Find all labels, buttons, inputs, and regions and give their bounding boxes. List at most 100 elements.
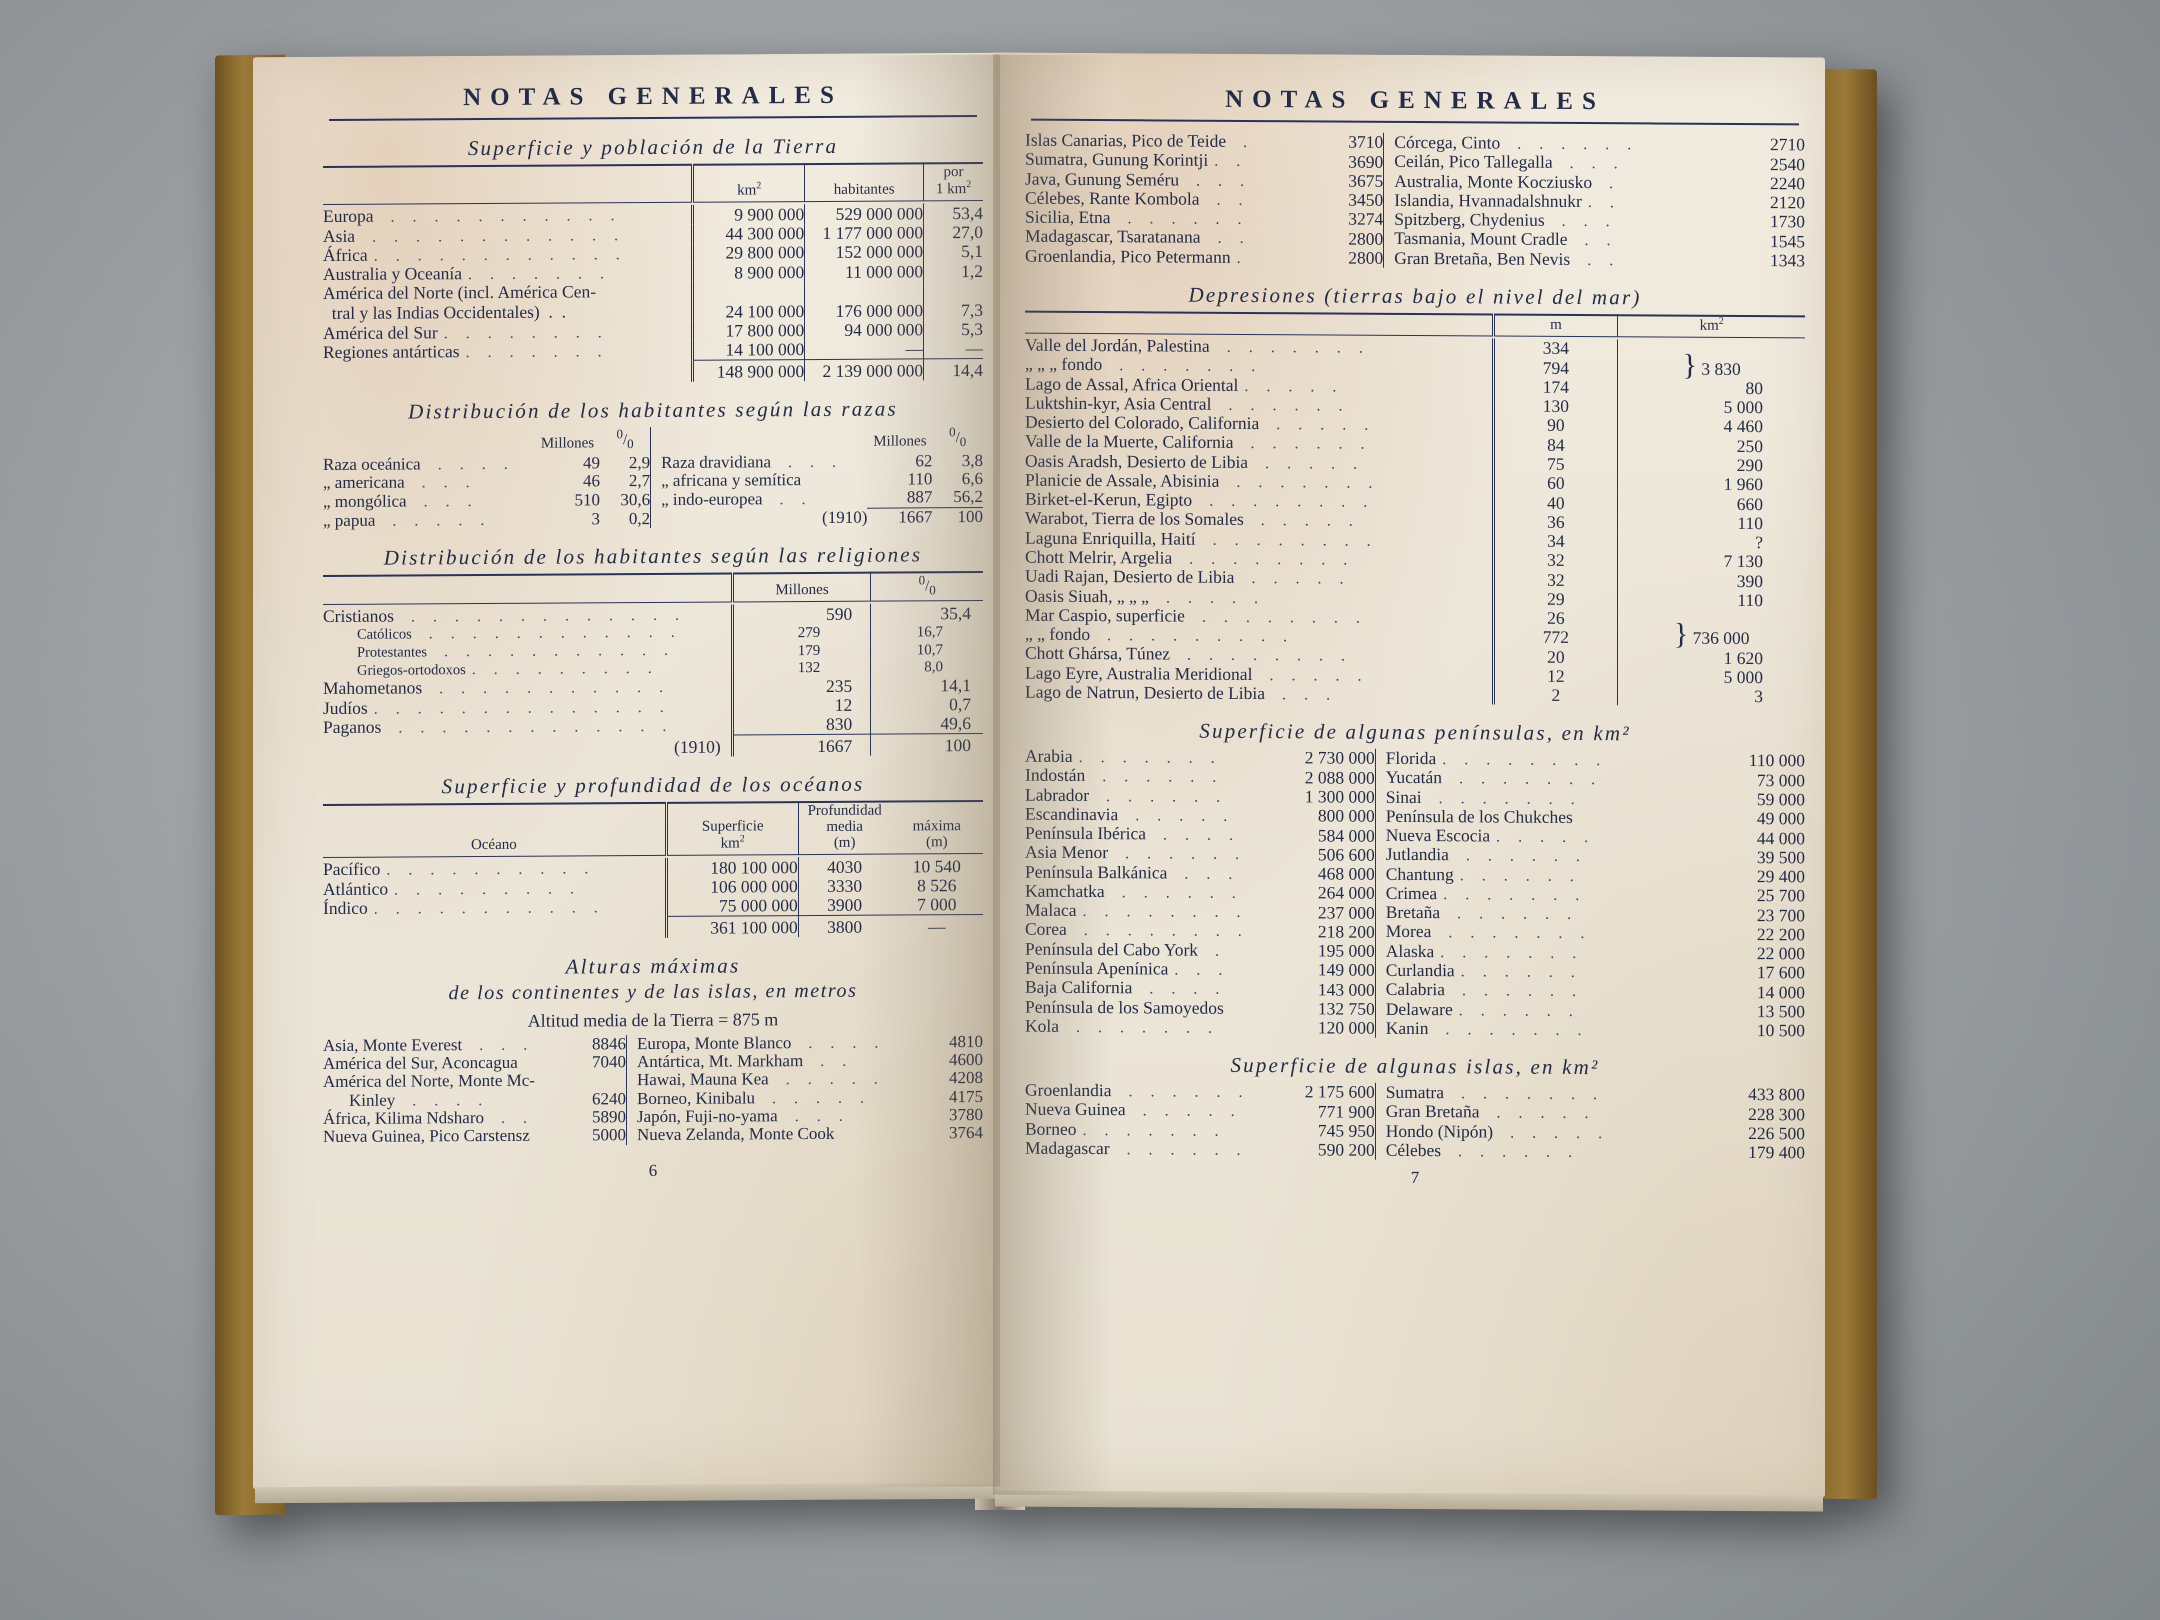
leader-dots: . . . . . . . . [1190, 608, 1367, 627]
section-title-alturas-2: de los continentes y de las islas, en me… [448, 979, 858, 1004]
row-label: Florida [1385, 747, 1437, 769]
cell-maxima: 10 540 [912, 855, 961, 877]
total-mill: 1667 [898, 507, 933, 527]
leader-dots: . . . . . [1240, 570, 1351, 588]
row-label: Birket-el-Kerun, Egipto [1025, 488, 1193, 510]
cell-area: 745 950 [1317, 1120, 1375, 1141]
section-title-oceanos: Superficie y profundidad de los océanos [441, 771, 865, 799]
table-row: Madagascar . . . . . . 590 200 Célebes . .… [1025, 1137, 1805, 1162]
leader-dots: . . [1573, 232, 1618, 250]
cell-pct: 3,8 [961, 450, 983, 470]
cell-altura: 5890 [592, 1107, 626, 1127]
leader-dots: . . . . . . . . . . . [373, 899, 605, 918]
leader-dots: . . [1205, 191, 1250, 209]
cell-area: 2 175 600 [1304, 1081, 1375, 1103]
leader-dots: . . [489, 1109, 534, 1128]
cell-mill: 887 [867, 488, 933, 508]
open-book: NOTAS GENERALES Superficie y población d… [215, 52, 1877, 1516]
row-label: Islas Canarias, Pico de Teide [1025, 129, 1227, 151]
cell-mill: 830 [732, 714, 871, 735]
leader-dots: . . . [468, 1036, 535, 1054]
leader-dots: . . . . . . . . [443, 323, 609, 342]
row-label: Uadi Rajan, Desierto de Libia [1025, 565, 1235, 588]
cell-m: 29 [1493, 589, 1618, 610]
row-label: América del Sur, Aconcagua [323, 1052, 518, 1073]
row-label: Raza dravidiana [661, 451, 772, 472]
leader-dots: . . [1206, 230, 1251, 248]
table-peninsulas: Arabia. . . . . . .2 730 000 Florida. . .… [1025, 746, 1805, 1041]
row-label: Asia Menor [1025, 842, 1109, 863]
total-label: (1910) [650, 507, 868, 529]
row-label: Lago Eyre, Australia Meridional [1025, 662, 1253, 684]
cell-area: 132 750 [1317, 998, 1375, 1019]
leader-dots: . . . . [1152, 826, 1240, 845]
cell-dens: 5,3 [923, 319, 983, 340]
cell-km2: 736 000 [1692, 628, 1750, 649]
cell-mill: 279 [732, 623, 871, 642]
row-label: Morea [1385, 921, 1432, 942]
cell-altura: 3690 [1348, 151, 1384, 172]
row-label-multiline: América del Norte (incl. América Cen- tr… [323, 281, 597, 324]
row-label: Judíos [323, 697, 368, 718]
cell-m: 794 [1493, 357, 1618, 378]
cell-altura: 4810 [949, 1031, 983, 1051]
leader-dots: . . . . . . . . [1082, 903, 1248, 922]
cell-area: 800 000 [1317, 805, 1375, 827]
leader-dots: . . . . . [1154, 588, 1265, 607]
table-row: Lago de Natrun, Desierto de Libia . . . … [1025, 681, 1805, 707]
leader-dots: . . . . . . . . [1178, 550, 1355, 569]
leader-dots: . . . . . [1496, 828, 1596, 847]
row-label: Bretaña [1385, 902, 1441, 923]
cell-km2: 9 900 000 [692, 204, 805, 225]
cell-altura: 2800 [1348, 228, 1384, 249]
table-total-row: 148 900 000 2 139 000 000 14,4 [323, 358, 983, 383]
col-header-habitantes: habitantes [804, 163, 924, 202]
row-label: Calabria [1385, 979, 1445, 1000]
leader-dots: . . . . . . . . . . . . . . [373, 698, 671, 718]
cell-dens: 7,3 [923, 280, 983, 320]
row-label: Kanin [1385, 1017, 1429, 1038]
cell-km2: 8 900 000 [692, 262, 805, 283]
col-header-m: m [1493, 314, 1618, 337]
cell-mill: 179 [732, 640, 871, 660]
cell-altura: 5000 [592, 1125, 626, 1145]
leader-dots: . . . . . . [1447, 1143, 1580, 1161]
leader-dots: . . . . [797, 1034, 886, 1052]
leader-dots: . . . . . . . . . . . . [373, 246, 627, 265]
col-header-prof-maxima: máxima (m) [912, 818, 961, 851]
cell-pct: 16,7 [870, 622, 983, 641]
row-label: Madagascar, Tsaratanana [1025, 225, 1201, 248]
leader-dots: . . . . . [1249, 512, 1360, 531]
cell-hab: 152 000 000 [804, 242, 924, 263]
cell-mill: 46 [583, 471, 600, 491]
cell-altura: 6240 [592, 1088, 626, 1109]
leader-dots: . . . . . . . . . . [386, 860, 596, 879]
cell-mill: 12 [732, 695, 871, 716]
row-label: Gran Bretaña [1385, 1101, 1480, 1122]
row-label: Tasmania, Mount Cradle [1394, 228, 1568, 250]
row-label: Luktshin-kyr, Asia Central [1025, 392, 1212, 414]
leader-dots: . . . . . . . [1078, 749, 1222, 767]
table-row: Groenlandia, Pico Petermann. 2800 Gran B… [1025, 245, 1805, 270]
leader-dots: . . . [1185, 172, 1252, 190]
cell-km2: 7 130 [1617, 551, 1805, 572]
leader-dots: . . . . . . [1115, 1141, 1248, 1159]
row-label: Java, Gunung Seméru [1025, 168, 1180, 190]
section-title-depresiones: Depresiones (tierras bajo el nivel del m… [1188, 282, 1642, 310]
cell-altura: 4600 [949, 1049, 983, 1070]
row-label: Curlandia [1385, 959, 1455, 981]
leader-dots: . . . . . . . . [1198, 492, 1375, 511]
row-label: Valle del Jordán, Palestina [1025, 334, 1210, 356]
section-title-religiones: Distribución de los habitantes según las… [383, 542, 923, 570]
leader-dots: . [1204, 942, 1227, 960]
row-label: Ceilán, Pico Tallegalla [1394, 151, 1553, 173]
cell-area: 25 700 [1756, 885, 1805, 906]
cell-altura: 4175 [949, 1086, 983, 1106]
cell-area: 44 000 [1756, 827, 1805, 848]
row-label: Nueva Escocia [1385, 824, 1491, 846]
row-label: Península Ibérica [1025, 822, 1146, 844]
row-label: „ indo-europea [661, 489, 763, 509]
leader-dots: . . . . . . . . . . . [428, 679, 671, 698]
col-header-pct-r: 0/0 [949, 423, 967, 449]
cell-area: 110 000 [1748, 750, 1805, 771]
